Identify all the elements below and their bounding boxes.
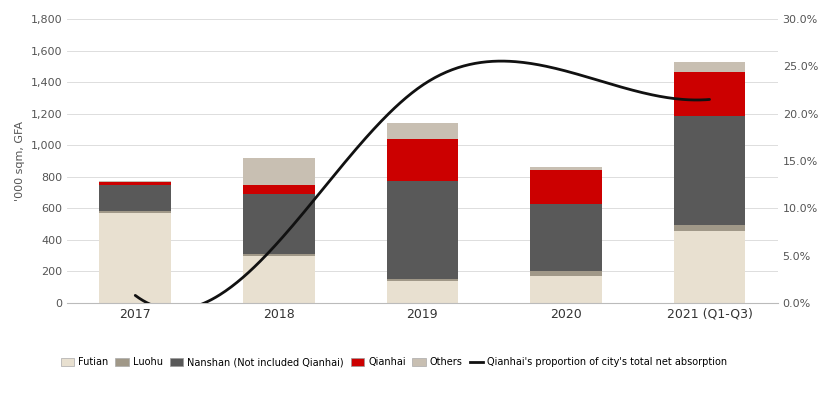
Bar [243,194,315,254]
Bar [99,213,171,303]
Bar [530,203,602,271]
Bar [243,158,315,185]
Bar [674,72,746,116]
Legend: Futian, Luohu, Nanshan (Not included Qianhai), Qianhai, Others, Qianhai's propor: Futian, Luohu, Nanshan (Not included Qia… [57,353,731,371]
Bar [99,185,171,211]
Bar [674,116,746,225]
Bar [530,271,602,276]
Bar [387,139,458,181]
Bar [243,256,315,303]
Bar [243,185,315,194]
Bar [387,279,458,281]
Y-axis label: '000 sqm, GFA: '000 sqm, GFA [15,121,25,201]
Bar [387,281,458,303]
Bar [674,225,746,231]
Bar [387,123,458,139]
Bar [99,182,171,185]
Bar [387,181,458,279]
Bar [530,167,602,170]
Bar [99,211,171,213]
Bar [674,231,746,303]
Bar [674,63,746,72]
Bar [530,170,602,203]
Bar [243,254,315,256]
Bar [99,181,171,182]
Bar [530,276,602,303]
